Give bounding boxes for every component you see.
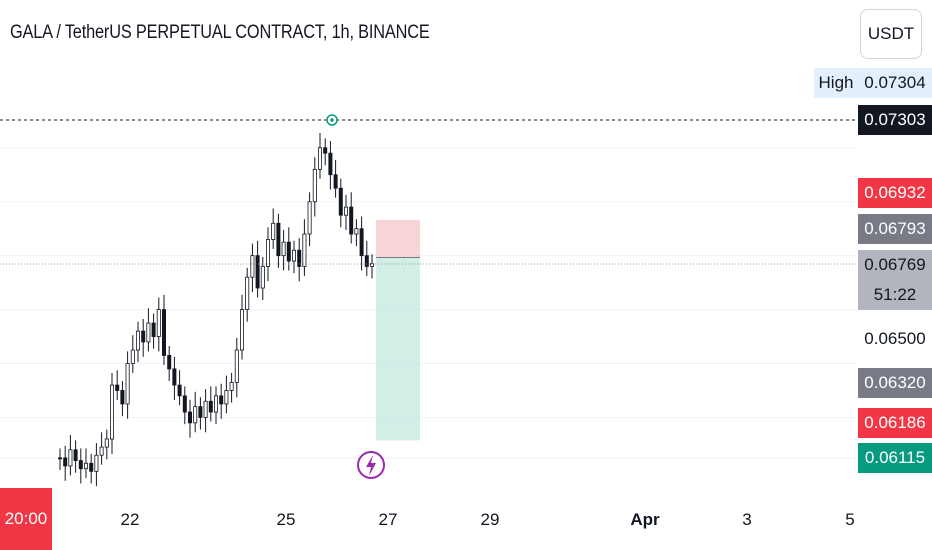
- candle-body: [333, 174, 338, 189]
- candle-body: [297, 249, 302, 267]
- position-zones: [376, 220, 420, 441]
- high-price-tag: 0.07304: [858, 68, 932, 98]
- chart-grid: [0, 147, 856, 459]
- candle-body: [68, 449, 73, 467]
- level-tag[interactable]: 0.06320: [858, 368, 932, 398]
- take-profit-zone: [376, 257, 420, 441]
- candle-body: [110, 384, 115, 440]
- stop-loss-tag[interactable]: 0.06932: [858, 178, 932, 208]
- candle-body: [125, 363, 130, 405]
- candle-body: [130, 349, 135, 364]
- candle-body: [99, 446, 104, 456]
- time-tick: 29: [480, 510, 500, 529]
- candle-body: [328, 152, 333, 176]
- event-flash-icon[interactable]: [357, 451, 385, 479]
- countdown-tag: 51:22: [858, 280, 932, 310]
- price-level-label: 0.06500: [858, 324, 932, 354]
- candle-body: [291, 249, 296, 262]
- take-profit-tag[interactable]: 0.06115: [858, 443, 932, 473]
- candle-body: [239, 309, 244, 351]
- last-price-tag: 0.06769: [858, 250, 932, 280]
- candle-body: [323, 147, 328, 154]
- candle-body: [73, 449, 78, 461]
- candle-body: [120, 390, 125, 405]
- candle-body: [156, 309, 161, 337]
- candle-body: [354, 228, 359, 235]
- candle-body: [177, 384, 182, 397]
- candle-body: [286, 241, 291, 262]
- candle-body: [161, 309, 166, 356]
- candle-body: [219, 395, 224, 405]
- time-tick: 22: [120, 510, 140, 529]
- candle-body: [276, 222, 281, 257]
- crosshair-time-badge: 20:00: [0, 488, 52, 550]
- candle-body: [84, 462, 89, 470]
- high-marker-icon[interactable]: [326, 114, 338, 126]
- candle-body: [135, 330, 140, 351]
- time-tick: 27: [378, 510, 398, 529]
- candle-body: [349, 206, 354, 235]
- candle-body: [312, 168, 317, 203]
- price-chart[interactable]: [0, 0, 856, 500]
- candle-body: [229, 381, 234, 391]
- candle-body: [317, 147, 322, 170]
- red-level-tag[interactable]: 0.06186: [858, 408, 932, 438]
- candle-body: [307, 201, 312, 235]
- candle-body: [359, 228, 364, 257]
- candle-body: [94, 454, 99, 472]
- candle-body: [271, 222, 276, 240]
- symbol-title: GALA / TetherUS PERPETUAL CONTRACT, 1h, …: [10, 22, 430, 43]
- currency-button[interactable]: USDT: [860, 9, 922, 59]
- candle-body: [187, 411, 192, 424]
- candle-body: [151, 322, 156, 337]
- candle-body: [198, 406, 203, 418]
- candle-body: [255, 255, 260, 289]
- candle-body: [172, 368, 177, 386]
- candle-body: [141, 330, 146, 343]
- candle-body: [302, 233, 307, 267]
- candle-body: [203, 400, 208, 418]
- candle-body: [281, 241, 286, 257]
- candle-body: [63, 457, 68, 467]
- candle-body: [104, 438, 109, 448]
- candle-body: [89, 462, 94, 472]
- candle-body: [338, 187, 343, 216]
- candle-body: [213, 395, 218, 413]
- time-axis[interactable]: 22 25 27 29 Apr 3 5: [0, 500, 856, 550]
- candle-body: [265, 239, 270, 267]
- candle-body: [193, 406, 198, 424]
- candle-body: [343, 206, 348, 216]
- candle-body: [182, 395, 187, 413]
- candle-body: [260, 266, 265, 289]
- high-label: High: [814, 68, 858, 98]
- candle-body: [167, 355, 172, 370]
- candle-body: [364, 255, 369, 267]
- candle-body: [78, 460, 83, 470]
- candle-body: [234, 349, 239, 383]
- candle-body: [115, 384, 120, 391]
- candle-body: [146, 322, 151, 343]
- candles: [58, 132, 374, 487]
- time-tick: 3: [742, 510, 752, 529]
- time-tick: 25: [276, 510, 296, 529]
- candle-body: [245, 276, 250, 310]
- time-tick: 5: [845, 510, 855, 529]
- time-tick-month: Apr: [630, 510, 660, 529]
- candle-body: [208, 400, 213, 413]
- stop-loss-zone: [376, 220, 420, 258]
- candle-body: [250, 255, 255, 278]
- candle-body: [224, 390, 229, 405]
- candle-body: [58, 457, 63, 460]
- crosshair-price-tag: 0.07303: [858, 105, 932, 135]
- entry-price-tag[interactable]: 0.06793: [858, 214, 932, 244]
